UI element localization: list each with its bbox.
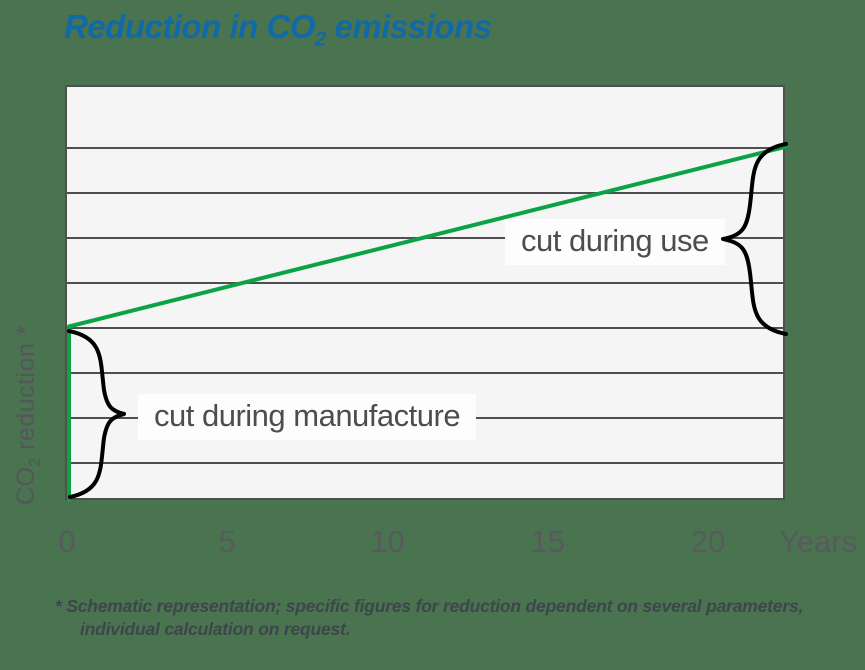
x-tick-label: 5 [218, 524, 236, 559]
gridline [67, 192, 783, 194]
gridline [67, 147, 783, 149]
reduction-line [67, 144, 788, 502]
gridline [67, 282, 783, 284]
y-axis-label: CO2 reduction * [12, 325, 45, 505]
page-title: Reduction in CO2 emissions [64, 8, 492, 52]
y-axis-label-prefix: CO [12, 466, 40, 506]
page-title-suffix: emissions [325, 8, 492, 45]
page-title-subscript: 2 [315, 27, 326, 51]
x-tick-label: 0 [58, 524, 76, 559]
footnote-line-2: individual calculation on request. [80, 619, 351, 639]
x-axis: Years 0 5 10 15 20 [58, 524, 865, 564]
x-tick-label: 20 [690, 524, 726, 559]
gridline [67, 327, 783, 329]
x-tick-label: 10 [370, 524, 405, 559]
footnote: * Schematic representation; specific fig… [55, 595, 803, 641]
annotation-cut-during-manufacture: cut during manufacture [138, 394, 477, 440]
x-tick-label: 15 [530, 524, 565, 559]
y-axis-label-suffix: reduction * [12, 324, 40, 458]
gridline [67, 462, 783, 464]
y-axis-label-subscript: 2 [27, 457, 44, 467]
gridline [67, 372, 783, 374]
footnote-line-1: * Schematic representation; specific fig… [55, 596, 804, 616]
page-title-prefix: Reduction in CO [64, 8, 316, 45]
annotation-cut-during-use: cut during use [505, 219, 725, 265]
x-axis-unit: Years [778, 524, 858, 559]
